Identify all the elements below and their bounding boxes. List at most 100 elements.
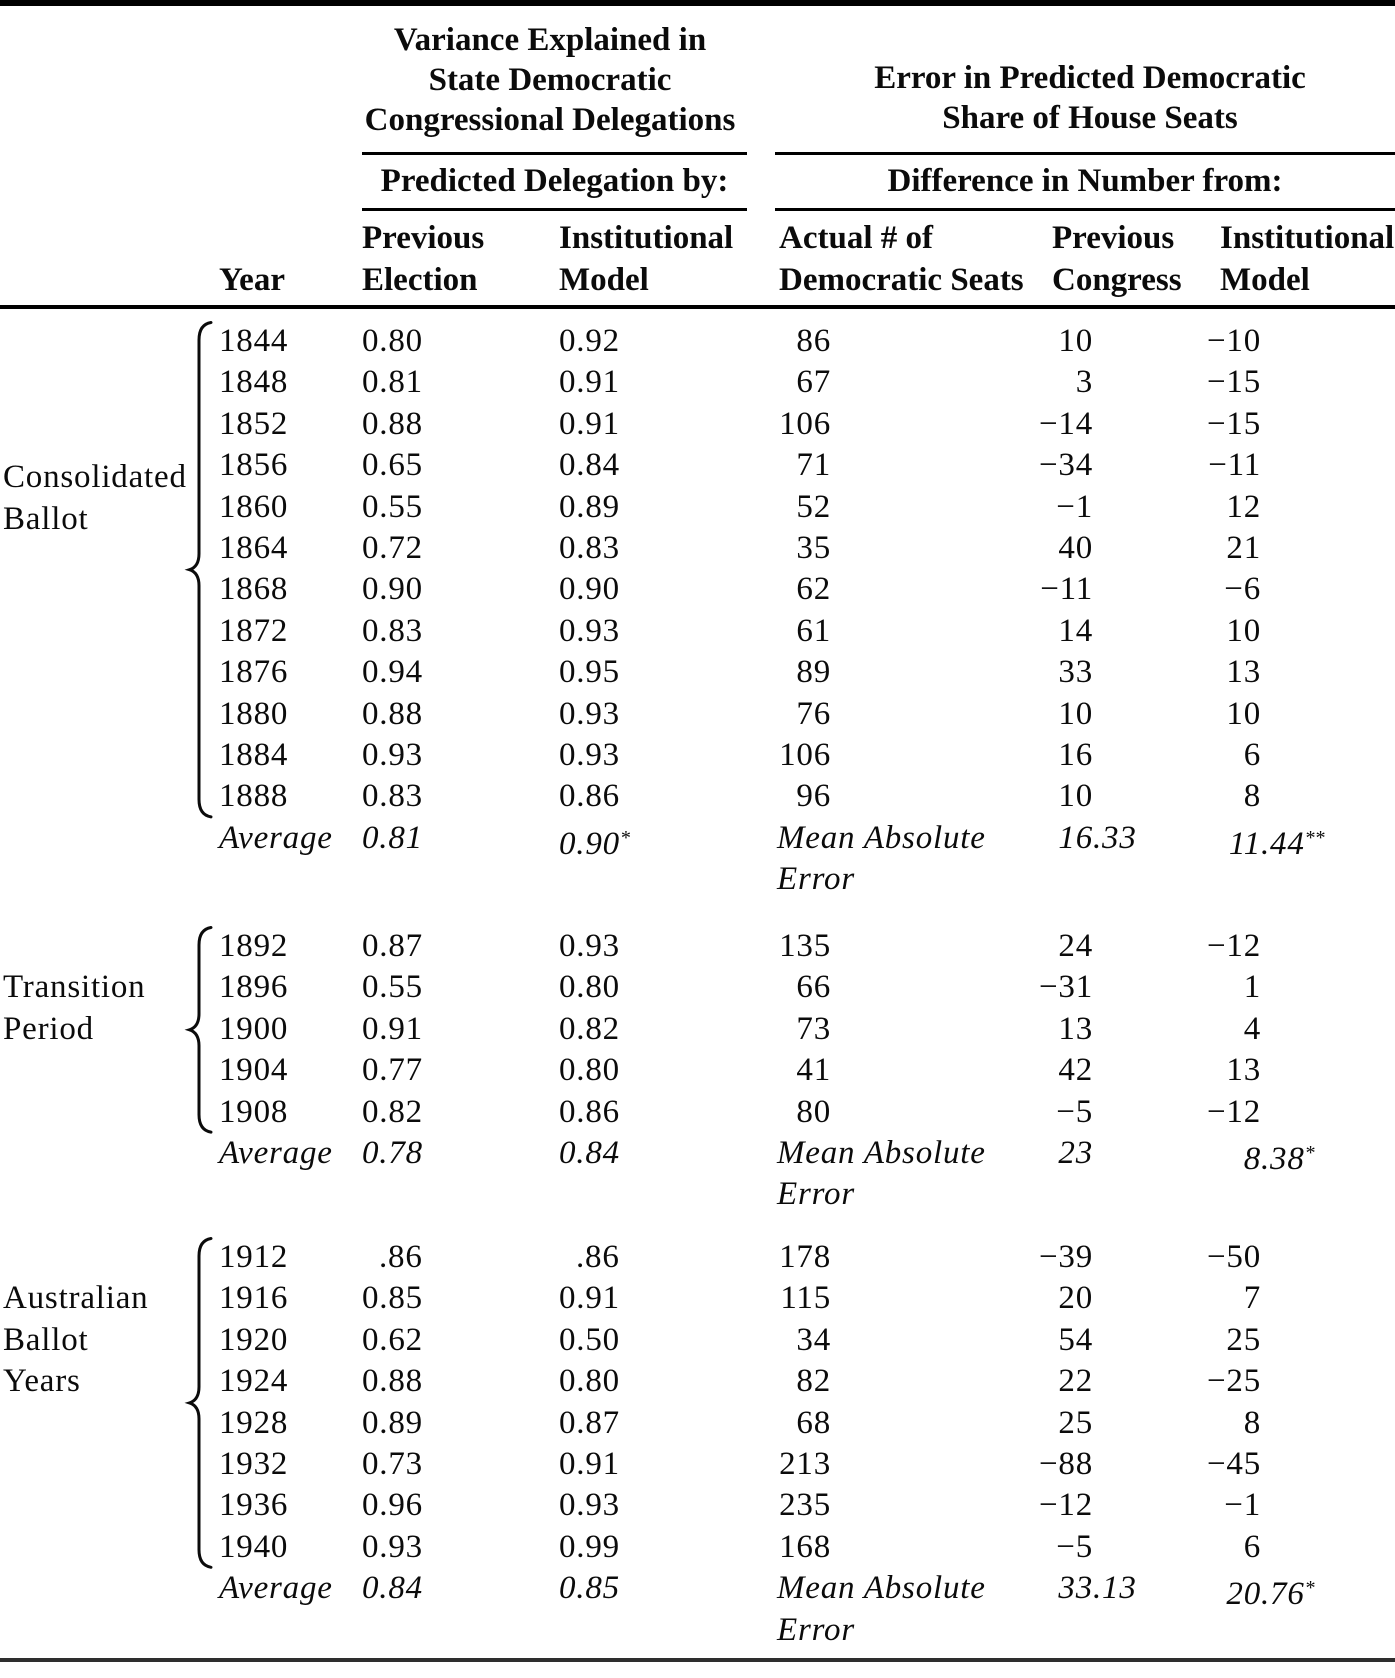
prev-election-cell: 0.88	[362, 1363, 423, 1399]
average-inst-model: 0.84	[559, 1135, 620, 1171]
average-label: Average	[219, 1135, 333, 1171]
year-cell: 1848	[219, 364, 289, 400]
bottom-rule	[0, 1658, 1395, 1662]
actual-seats-cell: 168	[779, 1529, 831, 1565]
prev-election-cell: 0.94	[362, 654, 423, 690]
year-cell: 1892	[219, 928, 289, 964]
actual-seats-cell: 73	[796, 1011, 831, 1047]
left-spanner-line: State Democratic	[428, 62, 672, 98]
prev-election-cell: 0.93	[362, 737, 423, 773]
average-inst-model: 0.90*	[559, 826, 630, 862]
inst-model-cell: 0.87	[559, 1405, 620, 1441]
inst-model-error-cell: 10	[1226, 696, 1261, 732]
period-label: Years	[3, 1363, 81, 1399]
significance-asterisk: *	[619, 827, 630, 849]
column-header-actual-seats-line1: Actual # of	[779, 220, 933, 256]
inst-model-cell: 0.82	[559, 1011, 620, 1047]
year-cell: 1856	[219, 447, 289, 483]
inst-model-cell: 0.80	[559, 969, 620, 1005]
prev-congress-cell: 25	[1058, 1405, 1093, 1441]
actual-seats-cell: 80	[796, 1094, 831, 1130]
prev-congress-cell: 42	[1058, 1052, 1093, 1088]
actual-seats-cell: 66	[796, 969, 831, 1005]
period-label: Consolidated	[3, 459, 187, 495]
actual-seats-cell: 52	[796, 489, 831, 525]
prev-election-cell: 0.87	[362, 928, 423, 964]
average-inst-model: 0.85	[559, 1570, 620, 1606]
year-cell: 1864	[219, 530, 289, 566]
right-spanner-rule-top	[775, 152, 1395, 155]
prev-election-cell: 0.96	[362, 1487, 423, 1523]
period-label: Australian	[3, 1280, 149, 1316]
inst-model-cell: 0.89	[559, 489, 620, 525]
inst-model-cell: 0.91	[559, 1446, 620, 1482]
column-header-institutional-model-line1: Institutional	[559, 220, 734, 256]
year-cell: 1904	[219, 1052, 289, 1088]
prev-congress-cell: 24	[1058, 928, 1093, 964]
prev-election-cell: 0.90	[362, 571, 423, 607]
top-rule	[0, 0, 1395, 6]
mean-absolute-error-label: Error	[777, 861, 855, 897]
actual-seats-cell: 34	[796, 1322, 831, 1358]
prev-congress-cell: 20	[1058, 1280, 1093, 1316]
average-label: Average	[219, 1570, 333, 1606]
left-spanner-subheader: Predicted Delegation by:	[380, 163, 729, 199]
year-cell: 1908	[219, 1094, 289, 1130]
column-header-previous-election-line1: Previous	[362, 220, 485, 256]
prev-election-cell: 0.55	[362, 489, 423, 525]
prev-election-cell: 0.65	[362, 447, 423, 483]
prev-congress-cell: 54	[1058, 1322, 1093, 1358]
prev-election-cell: 0.91	[362, 1011, 423, 1047]
column-header-institutional-model-line2: Model	[559, 262, 649, 298]
prev-congress-cell: −31	[1038, 969, 1093, 1005]
column-header-institutional-model-err-line1: Institutional	[1220, 220, 1395, 256]
inst-model-error-cell: −10	[1206, 323, 1261, 359]
inst-model-error-cell: 1	[1243, 969, 1261, 1005]
inst-model-error-cell: 13	[1226, 654, 1261, 690]
period-label: Transition	[3, 969, 146, 1005]
inst-model-cell: 0.86	[559, 1094, 620, 1130]
prev-congress-cell: 3	[1075, 364, 1093, 400]
prev-election-cell: 0.77	[362, 1052, 423, 1088]
mae-prev-congress: 16.33	[1058, 820, 1137, 856]
year-cell: 1920	[219, 1322, 289, 1358]
year-cell: 1868	[219, 571, 289, 607]
average-prev-election: 0.78	[362, 1135, 423, 1171]
average-prev-election: 0.81	[362, 820, 423, 856]
actual-seats-cell: 213	[779, 1446, 831, 1482]
inst-model-error-cell: 13	[1226, 1052, 1261, 1088]
prev-election-cell: 0.81	[362, 364, 423, 400]
prev-election-cell: .86	[379, 1239, 423, 1275]
inst-model-error-cell: 6	[1243, 1529, 1261, 1565]
year-cell: 1880	[219, 696, 289, 732]
column-header-institutional-model-err-line2: Model	[1220, 262, 1310, 298]
actual-seats-cell: 76	[796, 696, 831, 732]
actual-seats-cell: 61	[796, 613, 831, 649]
inst-model-cell: 0.90	[559, 571, 620, 607]
section-brace	[184, 321, 213, 819]
left-spanner-line: Variance Explained in	[393, 22, 707, 58]
inst-model-error-cell: −12	[1206, 928, 1261, 964]
prev-election-cell: 0.72	[362, 530, 423, 566]
inst-model-cell: 0.50	[559, 1322, 620, 1358]
year-cell: 1932	[219, 1446, 289, 1482]
inst-model-cell: 0.91	[559, 364, 620, 400]
inst-model-cell: 0.93	[559, 1487, 620, 1523]
year-cell: 1924	[219, 1363, 289, 1399]
section-brace	[184, 926, 213, 1134]
inst-model-error-cell: 4	[1243, 1011, 1261, 1047]
year-cell: 1900	[219, 1011, 289, 1047]
mean-absolute-error-label: Mean Absolute	[777, 1135, 986, 1171]
year-cell: 1860	[219, 489, 289, 525]
actual-seats-cell: 106	[779, 406, 831, 442]
actual-seats-cell: 106	[779, 737, 831, 773]
prev-congress-cell: 10	[1058, 323, 1093, 359]
significance-asterisk: *	[1304, 1577, 1315, 1599]
inst-model-cell: 0.91	[559, 1280, 620, 1316]
prev-congress-cell: −39	[1038, 1239, 1093, 1275]
prev-election-cell: 0.83	[362, 613, 423, 649]
prev-election-cell: 0.89	[362, 1405, 423, 1441]
inst-model-cell: .86	[576, 1239, 620, 1275]
mean-absolute-error-label: Error	[777, 1176, 855, 1212]
significance-asterisk: *	[1304, 1142, 1315, 1164]
